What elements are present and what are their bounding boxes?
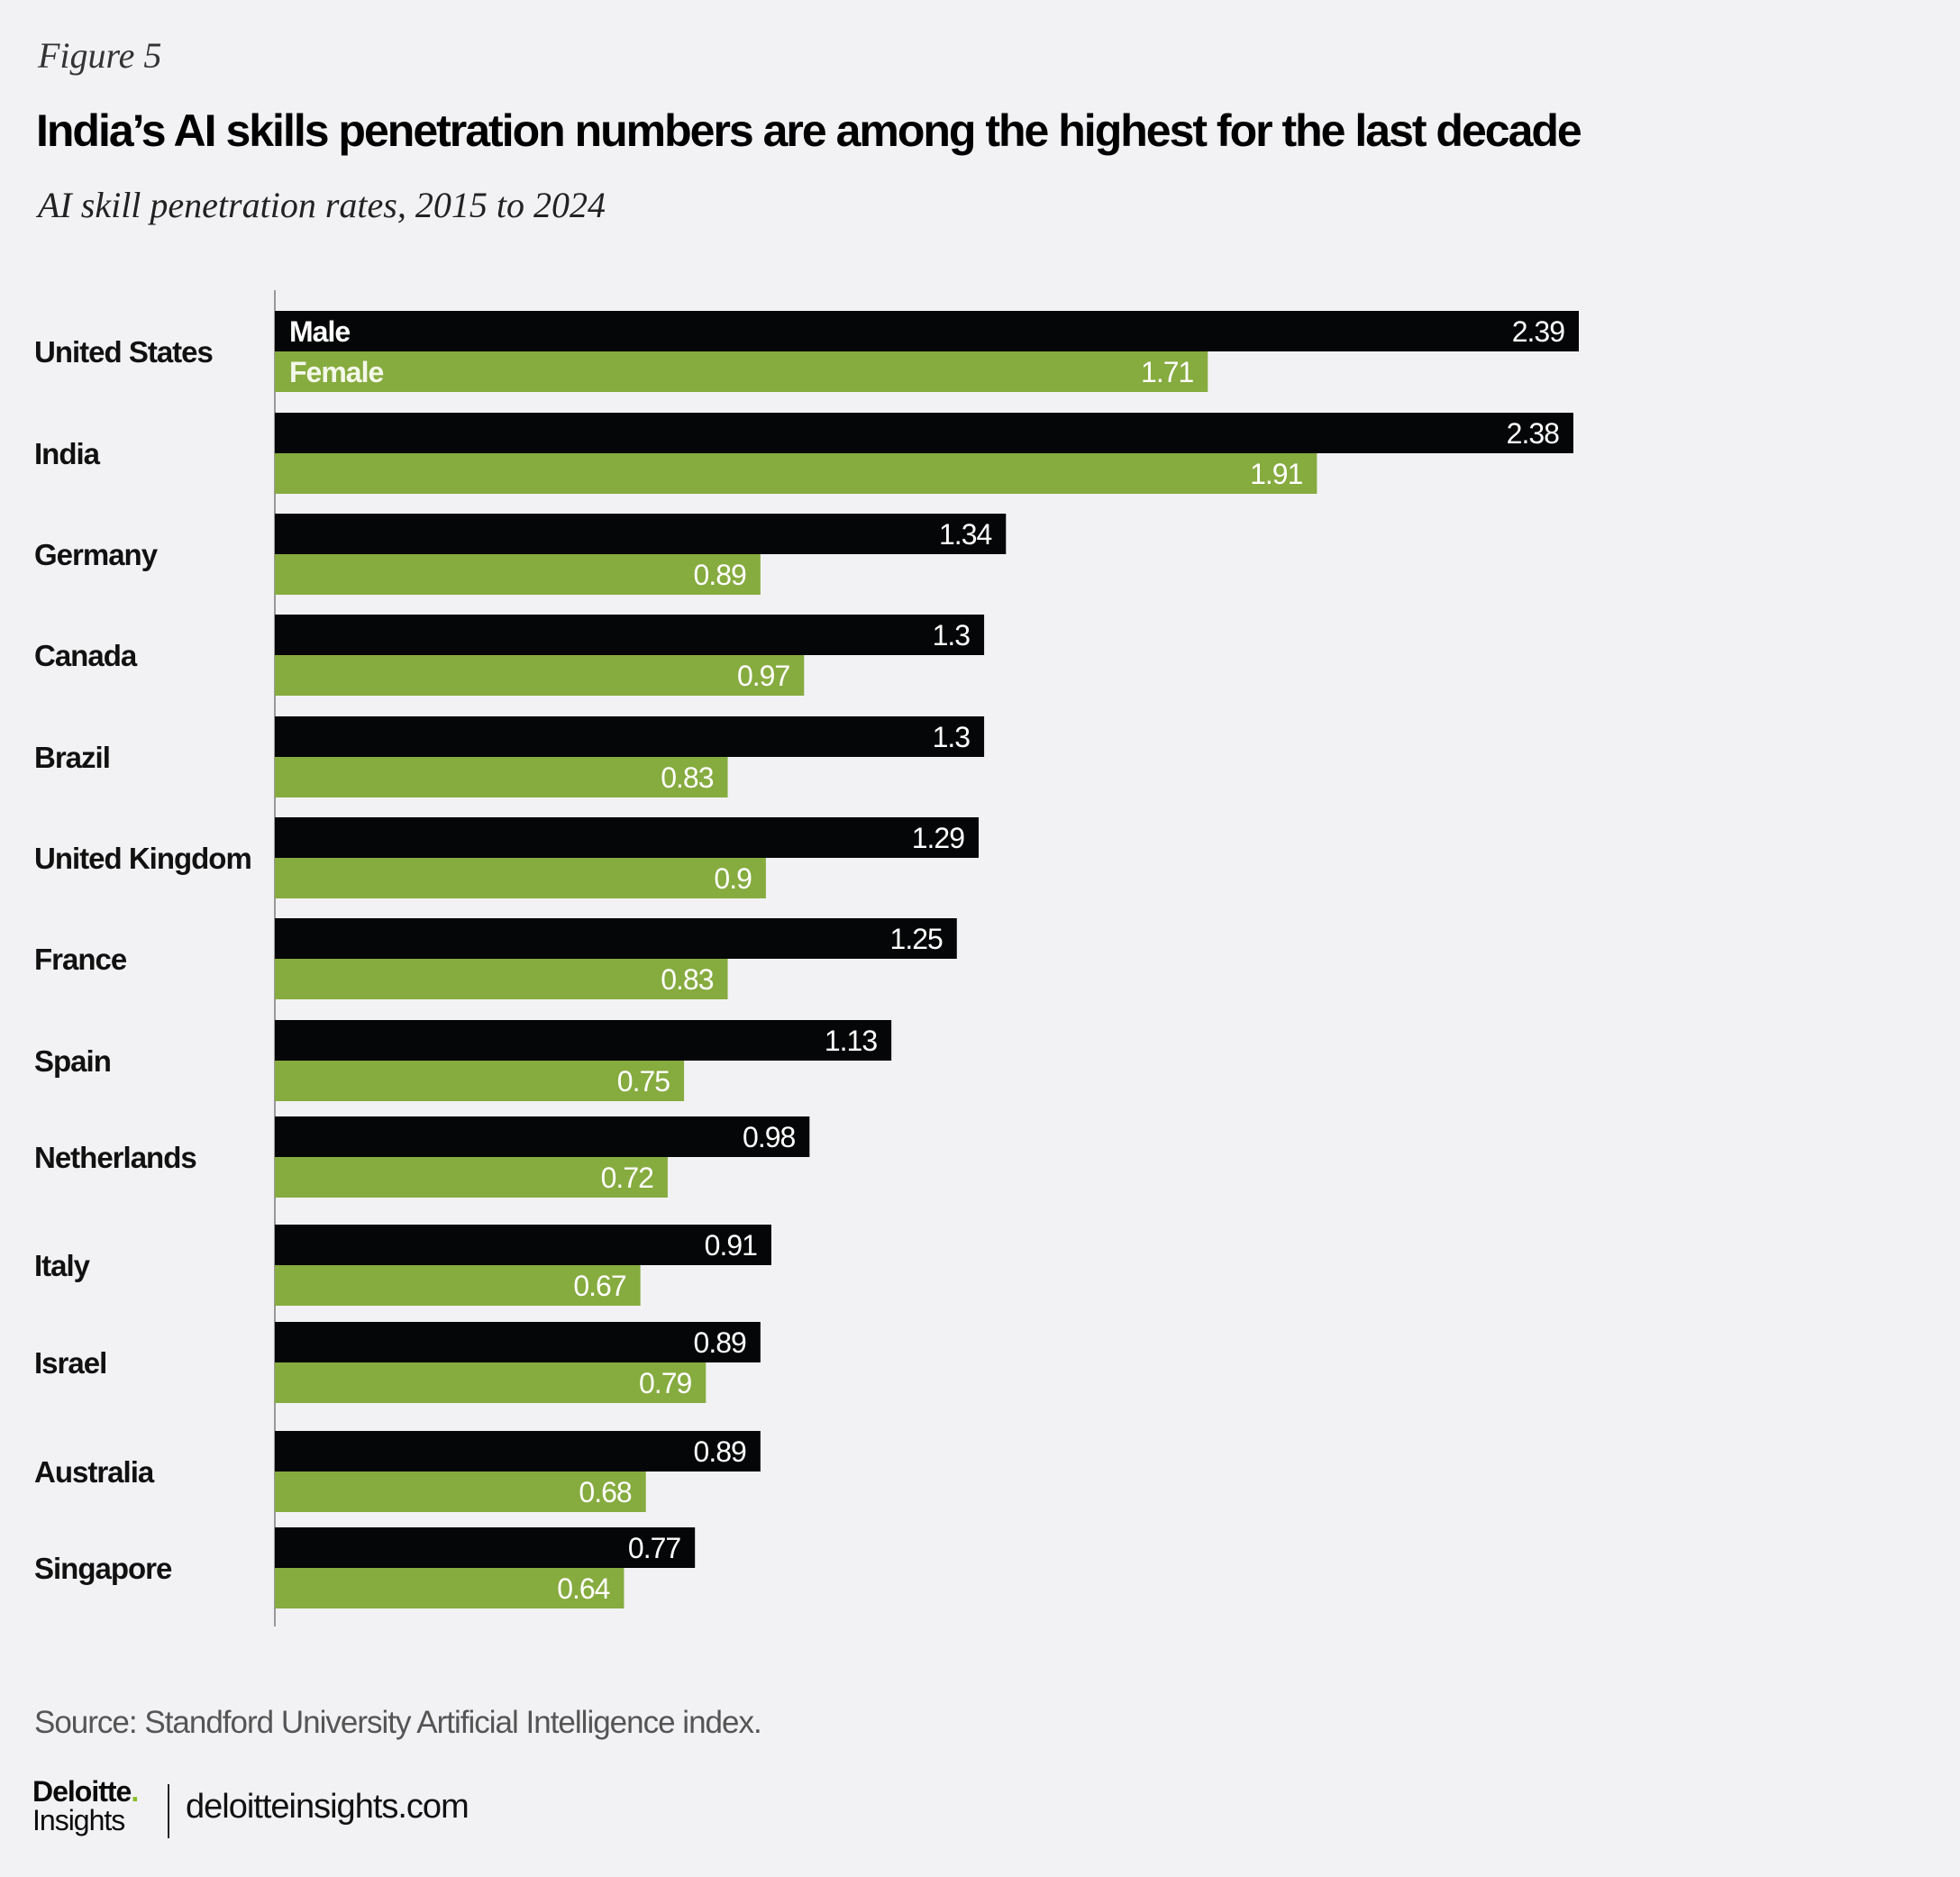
bar-male — [275, 413, 1573, 453]
category-label: Germany — [34, 538, 159, 571]
category-label: Australia — [34, 1455, 155, 1489]
value-label: 0.75 — [617, 1065, 670, 1098]
bar-male — [275, 817, 980, 858]
value-label: 1.29 — [912, 822, 964, 854]
category-label: Canada — [34, 639, 138, 672]
chart-subtitle: AI skill penetration rates, 2015 to 2024 — [38, 185, 606, 225]
bar-male — [275, 1431, 761, 1472]
bar-male — [275, 1527, 696, 1568]
bar-female — [275, 554, 761, 595]
bar-chart: United States 2.39 Male 1.71 Female India 2.38… — [34, 290, 1579, 1626]
bar-male — [275, 1020, 892, 1061]
bar-female — [275, 959, 728, 999]
bar-female — [275, 1568, 624, 1608]
value-label: 1.34 — [939, 518, 991, 551]
value-label: 0.91 — [705, 1229, 757, 1262]
category-label: Italy — [34, 1249, 91, 1282]
value-label: 0.89 — [694, 1435, 746, 1468]
logo-sub: Insights — [32, 1804, 125, 1836]
value-label: 0.72 — [601, 1162, 653, 1194]
value-label: 2.38 — [1507, 417, 1559, 450]
bar-female — [275, 1157, 668, 1198]
bar-female — [275, 1061, 685, 1101]
bar-male — [275, 1116, 810, 1157]
bar-female — [275, 1362, 707, 1403]
bar-female — [275, 453, 1317, 494]
bar-female — [275, 1472, 646, 1512]
bar-female — [275, 1265, 641, 1306]
bar-female — [275, 655, 805, 696]
figure-label: Figure 5 — [38, 35, 162, 76]
value-label: 0.77 — [628, 1532, 680, 1564]
value-label: 0.98 — [743, 1121, 795, 1153]
logo-divider — [168, 1784, 169, 1838]
value-label: 0.89 — [694, 1326, 746, 1359]
value-label: 1.3 — [933, 619, 971, 651]
value-label: 1.71 — [1141, 356, 1193, 388]
bar-male — [275, 514, 1007, 554]
value-label: 0.97 — [737, 660, 789, 692]
value-label: 0.68 — [579, 1476, 631, 1508]
category-label: Netherlands — [34, 1141, 196, 1174]
category-label: United States — [34, 335, 213, 369]
chart-title: India’s AI skills penetration numbers ar… — [36, 105, 1582, 156]
category-label: Israel — [34, 1346, 106, 1380]
value-label: 1.13 — [825, 1025, 877, 1057]
value-label: 2.39 — [1512, 315, 1564, 348]
bar-female — [275, 858, 766, 898]
category-label: France — [34, 943, 127, 976]
bar-male — [275, 311, 1579, 351]
bar-male — [275, 1322, 761, 1362]
logo-brand: Deloitte — [32, 1775, 132, 1808]
logo-dot: . — [131, 1775, 139, 1808]
category-label: Singapore — [34, 1552, 172, 1585]
value-label: 0.83 — [661, 963, 713, 996]
value-label: 0.64 — [557, 1572, 609, 1605]
value-label: 1.3 — [933, 721, 971, 753]
category-label: Spain — [34, 1044, 111, 1078]
value-label: 0.79 — [639, 1367, 691, 1399]
value-label: 0.89 — [694, 559, 746, 591]
legend-label-female: Female — [289, 356, 383, 388]
value-label: 0.9 — [714, 862, 752, 895]
value-label: 0.67 — [573, 1270, 625, 1302]
bar-male — [275, 1225, 771, 1265]
site-url[interactable]: deloitteinsights.com — [186, 1788, 469, 1826]
category-label: Brazil — [34, 741, 110, 774]
category-label: United Kingdom — [34, 842, 251, 875]
value-label: 1.91 — [1250, 458, 1302, 490]
value-label: 0.83 — [661, 761, 713, 794]
value-label: 1.25 — [890, 923, 943, 955]
bar-female — [275, 757, 728, 797]
category-label: India — [34, 437, 101, 470]
deloitte-insights-logo: Deloitte. Insights — [32, 1775, 139, 1836]
bar-male — [275, 716, 985, 757]
bar-male — [275, 918, 957, 959]
bar-male — [275, 615, 985, 655]
legend-label-male: Male — [289, 315, 350, 348]
bar-female — [275, 351, 1208, 392]
source-note: Source: Standford University Artificial … — [34, 1705, 762, 1740]
